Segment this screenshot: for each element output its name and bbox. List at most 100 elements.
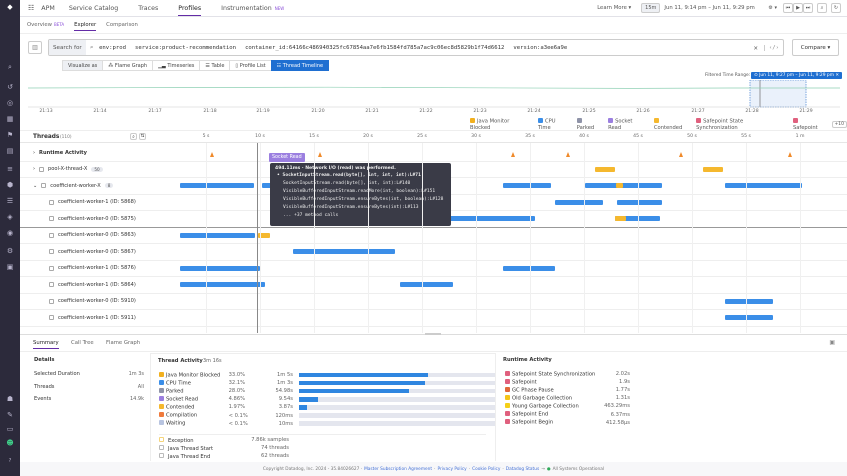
nav-service-catalog[interactable]: Service Catalog: [68, 4, 119, 12]
state-bar-blue[interactable]: [180, 183, 254, 189]
thread-search-icon[interactable]: ⌕: [130, 133, 137, 140]
event-checkbox[interactable]: [159, 452, 164, 458]
monitors-icon[interactable]: ⚑: [6, 131, 14, 139]
state-bar-yellow[interactable]: [257, 232, 270, 238]
security-icon[interactable]: ◈: [7, 213, 13, 221]
thread-row[interactable]: › Runtime Activity: [20, 145, 847, 162]
state-bar-blue[interactable]: [725, 315, 773, 321]
thread-checkbox[interactable]: [49, 216, 54, 222]
runtime-spike[interactable]: [318, 151, 323, 157]
datadog-logo-icon[interactable]: ◆: [7, 3, 13, 11]
chevron-right-icon[interactable]: ›: [33, 166, 36, 173]
runtime-row[interactable]: Safepoint End 6.37ms: [505, 410, 630, 418]
thread-row[interactable]: coefficient-worker-0 (ID: 5867): [20, 244, 847, 261]
help-icon[interactable]: ?: [8, 458, 12, 464]
activity-row[interactable]: Waiting < 0.1% 10ms: [159, 420, 495, 428]
state-bar-blue[interactable]: [503, 183, 551, 189]
step-back-button[interactable]: ⏮: [783, 3, 793, 13]
nav-apm[interactable]: APM: [41, 4, 55, 12]
state-bar-yellow[interactable]: [615, 216, 627, 222]
legend-item[interactable]: Safepoint: [792, 118, 825, 131]
tab-summary[interactable]: Summary: [33, 340, 59, 349]
activity-row[interactable]: CPU Time 32.1% 1m 3s: [159, 379, 495, 387]
thread-row[interactable]: coefficient-worker-1 (ID: 5911): [20, 310, 847, 327]
thread-checkbox[interactable]: [49, 265, 54, 271]
state-bar-blue[interactable]: [293, 249, 395, 255]
tab-comparison[interactable]: Comparison: [106, 22, 138, 28]
activity-row[interactable]: Compilation < 0.1% 120ms: [159, 411, 495, 419]
state-bar-blue[interactable]: [503, 265, 555, 271]
edit-icon[interactable]: ✎: [7, 411, 13, 419]
state-bar-blue[interactable]: [180, 282, 266, 288]
search-term[interactable]: container_id:64166c486940325fc67854aa7e6…: [245, 44, 505, 51]
tab-flame-graph[interactable]: Flame Graph: [106, 340, 141, 346]
event-row[interactable]: Java Thread Start 74 threads: [159, 444, 289, 452]
more-icon[interactable]: ▣: [6, 263, 14, 271]
thread-checkbox[interactable]: [49, 199, 54, 205]
code-view-icon[interactable]: ‹/›: [763, 44, 779, 51]
recent-icon[interactable]: ↺: [7, 83, 13, 91]
state-bar-blue[interactable]: [585, 183, 662, 189]
state-bar-blue[interactable]: [180, 232, 255, 238]
play-button[interactable]: ▶: [793, 3, 803, 13]
viz-thread-timeline[interactable]: ☷ Thread Timeline: [270, 60, 330, 71]
thread-row[interactable]: coefficient-worker-1 (ID: 5864): [20, 277, 847, 294]
legend-item[interactable]: Parked: [576, 118, 601, 131]
viz-profile-list[interactable]: ▯ Profile List: [229, 60, 272, 71]
learn-more-button[interactable]: Learn More ▾: [597, 5, 632, 11]
footer-link[interactable]: Cookie Policy: [472, 466, 501, 472]
thread-checkbox[interactable]: [49, 315, 54, 321]
viz-table[interactable]: ☰ Table: [199, 60, 231, 71]
state-bar-blue[interactable]: [725, 183, 803, 189]
refresh-icon[interactable]: ↻: [831, 3, 841, 13]
thread-row[interactable]: coefficient-worker-0 (ID: 5863): [20, 228, 847, 244]
integrations-icon[interactable]: ⚙: [6, 247, 14, 255]
viz-timeseries[interactable]: ▁▃ Timeseries: [152, 60, 201, 71]
runtime-row[interactable]: Safepoint State Synchronization 2.02s: [505, 370, 630, 378]
team-icon[interactable]: ☗: [6, 395, 14, 403]
event-row[interactable]: Exception 7.86k samples: [159, 436, 289, 444]
tab-explorer[interactable]: Explorer: [74, 22, 97, 31]
search-term[interactable]: env:prod: [99, 44, 127, 51]
watchdog-icon[interactable]: ◎: [6, 99, 14, 107]
footer-link[interactable]: Datadog Status: [505, 466, 540, 472]
legend-item[interactable]: Java Monitor Blocked: [470, 118, 531, 131]
runtime-spike[interactable]: [210, 151, 215, 157]
thread-checkbox[interactable]: [49, 232, 54, 238]
legend-more-button[interactable]: +10: [831, 120, 847, 128]
thread-row[interactable]: coefficient-worker-1 (ID: 5876): [20, 261, 847, 277]
resize-handle[interactable]: [425, 333, 441, 335]
dashboards-icon[interactable]: ▦: [6, 115, 14, 123]
legend-item[interactable]: Socket Read: [608, 118, 647, 131]
sort-icon[interactable]: ⇅: [139, 133, 146, 140]
search-term[interactable]: service:product-recommendation: [135, 44, 237, 51]
runtime-spike[interactable]: [679, 151, 684, 157]
footer-link[interactable]: Privacy Policy: [437, 466, 467, 472]
clear-search-icon[interactable]: ✕: [753, 43, 758, 52]
tab-call-tree[interactable]: Call Tree: [71, 340, 94, 346]
infra-icon[interactable]: ⬢: [6, 181, 14, 189]
runtime-row[interactable]: Young Garbage Collection 463.29ms: [505, 402, 630, 410]
legend-item[interactable]: Contended: [653, 118, 689, 131]
state-bar-blue[interactable]: [725, 298, 773, 304]
thread-checkbox[interactable]: [49, 282, 54, 288]
toggle-facets-button[interactable]: ▥: [28, 41, 42, 54]
filtered-range-chip[interactable]: ⊙ Jun 11, 9:27 pm – Jun 11, 9:29 pm ✕: [751, 72, 843, 79]
time-range[interactable]: Jun 11, 9:14 pm – Jun 11, 9:29 pm: [664, 5, 755, 11]
compare-button[interactable]: Compare ▾: [792, 39, 839, 56]
legend-item[interactable]: Safepoint State Synchronization: [696, 118, 786, 131]
runtime-spike[interactable]: [510, 151, 515, 157]
time-preset[interactable]: 15m: [641, 3, 661, 13]
state-bar-blue[interactable]: [400, 282, 454, 288]
state-bar-blue[interactable]: [554, 199, 604, 205]
runtime-row[interactable]: GC Phase Pause 1.77s: [505, 386, 630, 394]
state-bar-yellow[interactable]: [594, 166, 616, 172]
state-bar-blue[interactable]: [180, 265, 260, 271]
logs-icon[interactable]: ☰: [6, 197, 14, 205]
overview-chart[interactable]: [28, 80, 840, 110]
state-bar-blue[interactable]: [617, 199, 662, 205]
thread-checkbox[interactable]: [39, 166, 45, 172]
chevron-down-icon[interactable]: ⌄: [33, 182, 38, 189]
state-bar-blue[interactable]: [615, 216, 660, 222]
runtime-row[interactable]: Old Garbage Collection 1.31s: [505, 394, 630, 402]
